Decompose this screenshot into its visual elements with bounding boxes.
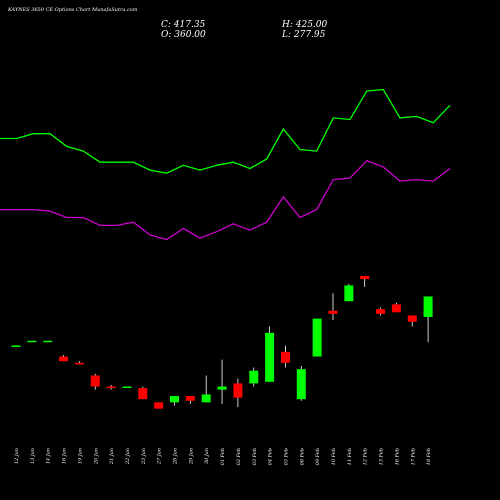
x-tick-label: 12 Jan: [14, 448, 20, 464]
x-tick-label: 19 Jan: [77, 448, 83, 464]
candle-body: [328, 310, 338, 314]
candle-body: [27, 340, 37, 343]
x-tick-label: 11 Feb: [347, 448, 353, 465]
x-tick-label: 04 Feb: [268, 448, 274, 465]
candle-body: [217, 386, 227, 390]
x-tick-label: 02 Feb: [236, 448, 242, 465]
x-tick-label: 12 Feb: [363, 448, 369, 465]
x-tick-label: 16 Feb: [394, 448, 400, 465]
candle-body: [233, 383, 243, 398]
candle: [122, 386, 132, 389]
candle-body: [185, 396, 195, 401]
candle: [185, 396, 195, 404]
x-tick-label: 18 Feb: [426, 448, 432, 465]
candle: [59, 354, 69, 362]
candle: [43, 340, 53, 343]
candle-body: [312, 318, 322, 357]
x-tick-label: 28 Jan: [173, 448, 179, 465]
candle: [74, 361, 84, 365]
x-tick-label: 13 Jan: [30, 448, 36, 464]
chart-title: KAYNES 3650 CE Options Chart MunafaSutra…: [8, 7, 138, 13]
candle-body: [43, 340, 53, 343]
candle-body: [376, 309, 386, 314]
candle-body: [11, 345, 21, 347]
candle-body: [280, 351, 290, 363]
candle: [344, 283, 354, 302]
candle-body: [74, 362, 84, 365]
candle-body: [296, 369, 306, 400]
candle-body: [360, 275, 370, 280]
candle: [391, 302, 401, 313]
x-tick-label: 13 Feb: [379, 448, 385, 465]
candle-body: [59, 356, 69, 362]
x-tick-label: 14 Jan: [46, 448, 52, 464]
candle: [106, 384, 116, 390]
candle-body: [122, 386, 132, 389]
candle: [296, 366, 306, 401]
x-tick-label: 21 Jan: [109, 448, 115, 465]
candle: [407, 315, 417, 327]
x-tick-label: 22 Jan: [125, 448, 131, 465]
low-readout: L: 277.95: [282, 30, 326, 40]
candle: [11, 345, 21, 347]
candle-body: [201, 394, 211, 403]
x-tick-label: 01 Feb: [220, 448, 226, 465]
x-tick-label: 17 Feb: [410, 448, 416, 465]
open-readout: O: 360.00: [161, 30, 206, 40]
candles: [11, 275, 433, 409]
indicator-line-1: [0, 88, 451, 174]
candle: [233, 378, 243, 408]
x-tick-label: 23 Jan: [141, 448, 147, 465]
candle: [312, 318, 322, 357]
x-tick-label: 09 Feb: [315, 448, 321, 465]
candle: [360, 275, 370, 287]
candle-body: [265, 332, 275, 382]
indicator-lines: [0, 88, 451, 241]
x-tick-label: 16 Jan: [62, 448, 68, 464]
candle: [217, 359, 227, 404]
candle: [201, 375, 211, 403]
candle-body: [344, 285, 354, 302]
candle: [27, 340, 37, 343]
candle-body: [106, 386, 116, 389]
candle-body: [154, 402, 164, 409]
candle-body: [407, 315, 417, 322]
x-tick-label: 05 Feb: [283, 448, 289, 465]
candle: [170, 396, 179, 406]
candle-body: [170, 396, 179, 403]
x-axis-ticks: 12 Jan 13 Jan 14 Jan 16 Jan 19 Jan 20 Jan 21 J…: [14, 448, 432, 465]
candle: [423, 296, 433, 343]
x-tick-label: 03 Feb: [252, 448, 258, 465]
candle: [154, 402, 164, 409]
candle: [265, 326, 275, 382]
x-tick-label: 10 Feb: [331, 448, 337, 465]
candle: [138, 386, 148, 400]
candle: [328, 293, 338, 321]
candle-body: [249, 370, 259, 384]
x-tick-label: 30 Jan: [204, 448, 210, 464]
candle-body: [90, 375, 100, 387]
candle: [280, 345, 290, 368]
x-tick-label: 20 Jan: [93, 448, 99, 465]
high-readout: H: 425.00: [282, 20, 328, 30]
candle-body: [423, 296, 433, 318]
candle: [90, 373, 100, 390]
indicator-line-2: [0, 159, 451, 241]
candle: [376, 307, 386, 316]
x-tick-label: 06 Feb: [299, 448, 305, 465]
candle-body: [138, 388, 148, 400]
close-readout: C: 417.35: [161, 20, 206, 30]
candle-body: [391, 304, 401, 313]
x-tick-label: 27 Jan: [157, 448, 163, 465]
candle: [249, 367, 259, 387]
x-tick-label: 29 Jan: [188, 448, 194, 465]
